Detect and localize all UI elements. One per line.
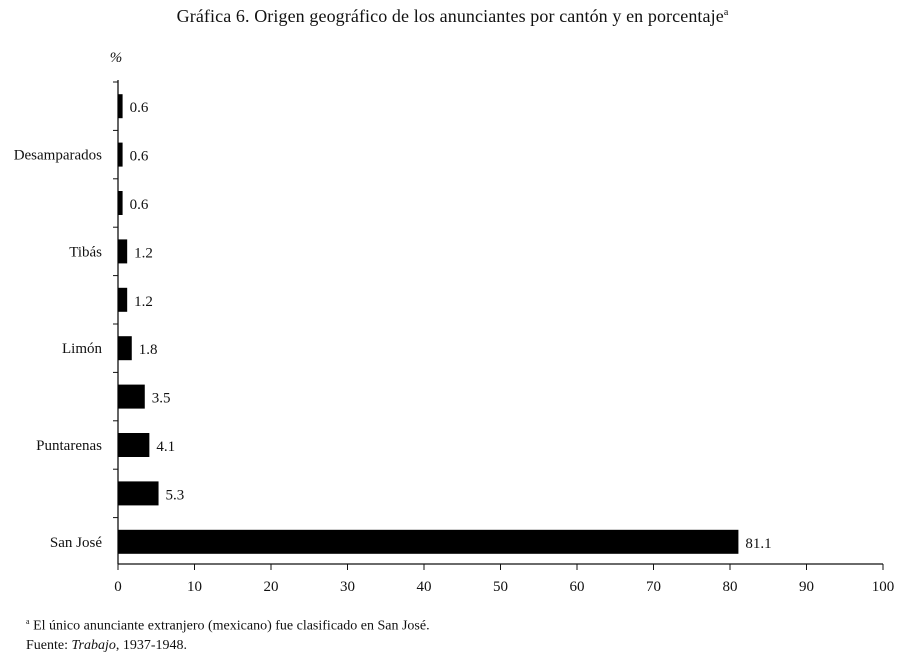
category-label: Desamparados	[14, 148, 102, 164]
source-title: Trabajo	[71, 637, 116, 653]
data-label: 4.1	[156, 439, 175, 455]
x-axis-tick-label: 50	[493, 579, 508, 595]
x-axis-tick-label: 30	[340, 579, 355, 595]
data-label: 0.6	[130, 197, 149, 213]
bar	[118, 94, 123, 119]
data-label: 5.3	[166, 487, 185, 503]
footnote-marker: a	[26, 617, 30, 626]
category-label: Tibás	[69, 244, 102, 260]
bar	[118, 529, 739, 554]
x-axis-tick-label: 60	[570, 579, 585, 595]
category-label: San José	[50, 535, 102, 551]
data-label: 1.2	[134, 245, 153, 261]
x-axis-tick-label: 10	[187, 579, 202, 595]
bar	[118, 239, 128, 264]
footnote-source: Fuente: Trabajo, 1937-1948.	[26, 636, 430, 655]
data-label: 0.6	[130, 100, 149, 116]
bar	[118, 287, 128, 312]
bar	[118, 336, 132, 361]
x-axis-tick-label: 0	[114, 579, 122, 595]
data-label: 0.6	[130, 149, 149, 165]
chart-labels: 0.6 0.6 Desamparados 0.6 1.2 Tibás 1.2 1.8 Limón…	[14, 100, 772, 552]
source-years: , 1937-1948.	[115, 637, 188, 653]
data-label: 81.1	[745, 536, 771, 552]
chart-axes: % 0 10 20 30 40 50 60 70 80 90 100	[110, 50, 895, 595]
x-axis-tick-label: 20	[264, 579, 279, 595]
bar	[118, 481, 159, 506]
chart-bars	[118, 94, 739, 554]
y-axis-unit-label: %	[110, 50, 123, 66]
bar	[118, 384, 145, 409]
x-axis-tick-label: 70	[646, 579, 661, 595]
chart-title-text: Gráfica 6. Origen geográfico de los anun…	[176, 6, 724, 26]
x-axis-tick-label: 40	[417, 579, 432, 595]
x-axis-tick-label: 100	[872, 579, 895, 595]
footnote-note-text: El único anunciante extranjero (mexicano…	[29, 618, 430, 634]
category-label: Limón	[62, 341, 102, 357]
data-label: 1.2	[134, 294, 153, 310]
source-label: Fuente:	[26, 637, 72, 653]
bar	[118, 142, 123, 167]
chart-title-superscript: a	[723, 7, 729, 18]
category-label: Puntarenas	[36, 438, 102, 454]
x-axis-tick-label: 80	[723, 579, 738, 595]
bar	[118, 191, 123, 215]
data-label: 3.5	[152, 391, 171, 407]
bar	[118, 433, 150, 457]
footnote-note: a El único anunciante extranjero (mexica…	[26, 612, 430, 636]
chart-footnote: a El único anunciante extranjero (mexica…	[26, 612, 430, 655]
x-axis-tick-label: 90	[799, 579, 814, 595]
chart-title: Gráfica 6. Origen geográfico de los anun…	[0, 6, 905, 27]
data-label: 1.8	[139, 342, 158, 358]
